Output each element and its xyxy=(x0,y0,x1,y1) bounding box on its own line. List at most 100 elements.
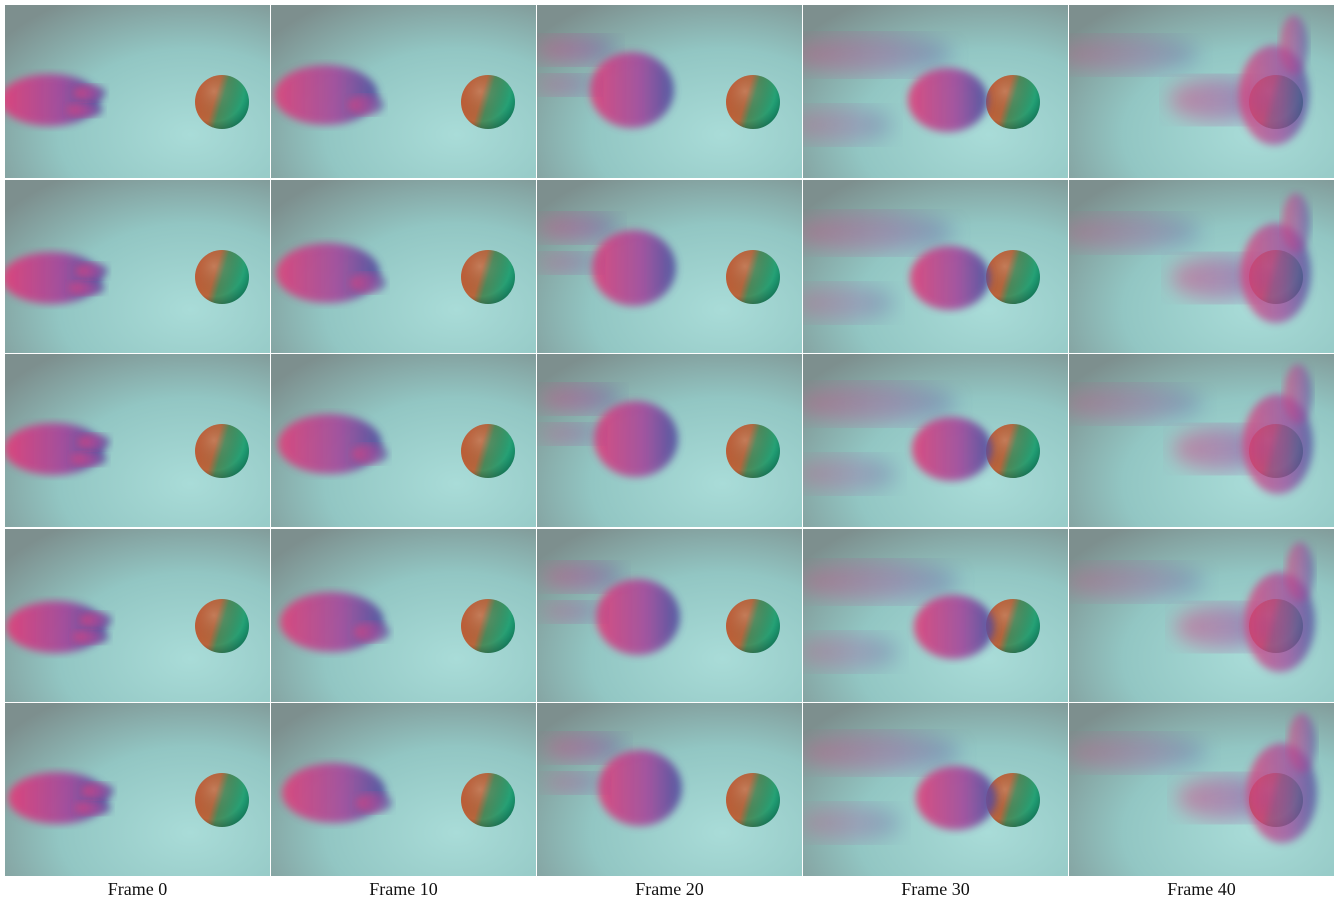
sphere-shade xyxy=(986,599,1040,653)
smoke xyxy=(75,801,111,815)
render-image xyxy=(271,703,536,876)
smoke xyxy=(541,385,621,413)
smoke xyxy=(1284,364,1312,424)
render-image xyxy=(271,529,536,702)
smoke xyxy=(592,230,676,306)
smoke xyxy=(799,562,959,602)
smoke xyxy=(545,773,605,793)
smoke xyxy=(1288,713,1316,773)
smoke xyxy=(910,246,990,310)
smoke xyxy=(795,213,955,253)
smoke xyxy=(539,253,599,273)
smoke xyxy=(278,414,382,474)
smoke xyxy=(73,630,109,644)
smoke xyxy=(590,52,674,128)
smoke xyxy=(74,85,106,101)
smoke xyxy=(598,750,682,826)
smoke xyxy=(545,734,625,762)
column-label: Frame 0 xyxy=(108,879,167,899)
smoke xyxy=(67,103,103,117)
sphere-shade xyxy=(726,599,780,653)
render-image xyxy=(4,354,270,527)
smoke xyxy=(76,263,108,279)
render-image xyxy=(271,354,536,527)
smoke xyxy=(1280,15,1308,75)
render-image xyxy=(1059,5,1334,178)
smoke xyxy=(354,622,390,642)
smoke xyxy=(352,444,388,464)
render-image xyxy=(793,5,1068,178)
render-image xyxy=(1067,703,1334,876)
render-image xyxy=(2,180,270,353)
smoke xyxy=(916,766,996,830)
smoke xyxy=(280,592,384,652)
smoke xyxy=(350,273,386,293)
smoke xyxy=(282,763,386,823)
render-image xyxy=(1061,180,1334,353)
column-label: Frame 10 xyxy=(369,879,437,899)
sphere-shade xyxy=(195,599,249,653)
render-image xyxy=(271,5,536,178)
figure: Frame 0Frame 10Frame 20Frame 30Frame 40 xyxy=(0,0,1336,904)
render-image xyxy=(5,529,270,702)
smoke xyxy=(541,424,601,444)
smoke xyxy=(793,107,893,143)
sphere-shade xyxy=(461,250,515,304)
page: {"figure": {"columns": [{"label": "Frame… xyxy=(0,0,1336,904)
sphere-shade xyxy=(461,599,515,653)
render-image xyxy=(797,354,1068,527)
sphere-shade xyxy=(726,75,780,129)
smoke xyxy=(594,401,678,477)
smoke xyxy=(912,417,992,481)
render-image xyxy=(799,529,1068,702)
smoke xyxy=(539,214,619,242)
smoke xyxy=(596,579,680,655)
smoke xyxy=(793,35,953,75)
smoke xyxy=(1065,564,1205,600)
smoke xyxy=(1282,193,1310,253)
render-image xyxy=(801,703,1068,876)
sphere-shade xyxy=(461,75,515,129)
sphere-shade xyxy=(986,424,1040,478)
sphere-shade xyxy=(986,75,1040,129)
sphere-shade xyxy=(195,250,249,304)
smoke xyxy=(797,384,957,424)
smoke xyxy=(78,434,110,450)
smoke xyxy=(537,36,617,64)
render-image xyxy=(0,5,270,178)
smoke xyxy=(543,563,623,591)
sphere-shade xyxy=(195,424,249,478)
sphere-shade xyxy=(461,773,515,827)
smoke xyxy=(80,612,112,628)
smoke xyxy=(914,595,994,659)
render-image xyxy=(271,180,536,353)
column-label: Frame 20 xyxy=(635,879,703,899)
sphere-shade xyxy=(986,250,1040,304)
render-image xyxy=(537,180,802,353)
render-image xyxy=(5,703,270,876)
column-label: Frame 40 xyxy=(1167,879,1235,899)
smoke xyxy=(348,95,384,115)
render-image xyxy=(537,5,802,178)
render-image xyxy=(1063,354,1334,527)
render-image xyxy=(537,703,802,876)
smoke xyxy=(69,281,105,295)
smoke xyxy=(537,75,597,95)
sphere-shade xyxy=(726,773,780,827)
render-image xyxy=(537,529,802,702)
sphere-shade xyxy=(726,250,780,304)
smoke xyxy=(1063,386,1203,422)
render-image xyxy=(1065,529,1334,702)
sphere-shade xyxy=(726,424,780,478)
smoke xyxy=(276,243,380,303)
sphere-shade xyxy=(461,424,515,478)
smoke xyxy=(801,733,961,773)
smoke xyxy=(543,602,603,622)
render-image xyxy=(537,354,802,527)
smoke xyxy=(908,68,988,132)
smoke xyxy=(795,285,895,321)
smoke xyxy=(71,452,107,466)
smoke xyxy=(82,783,114,799)
render-image xyxy=(795,180,1068,353)
smoke xyxy=(356,793,392,813)
